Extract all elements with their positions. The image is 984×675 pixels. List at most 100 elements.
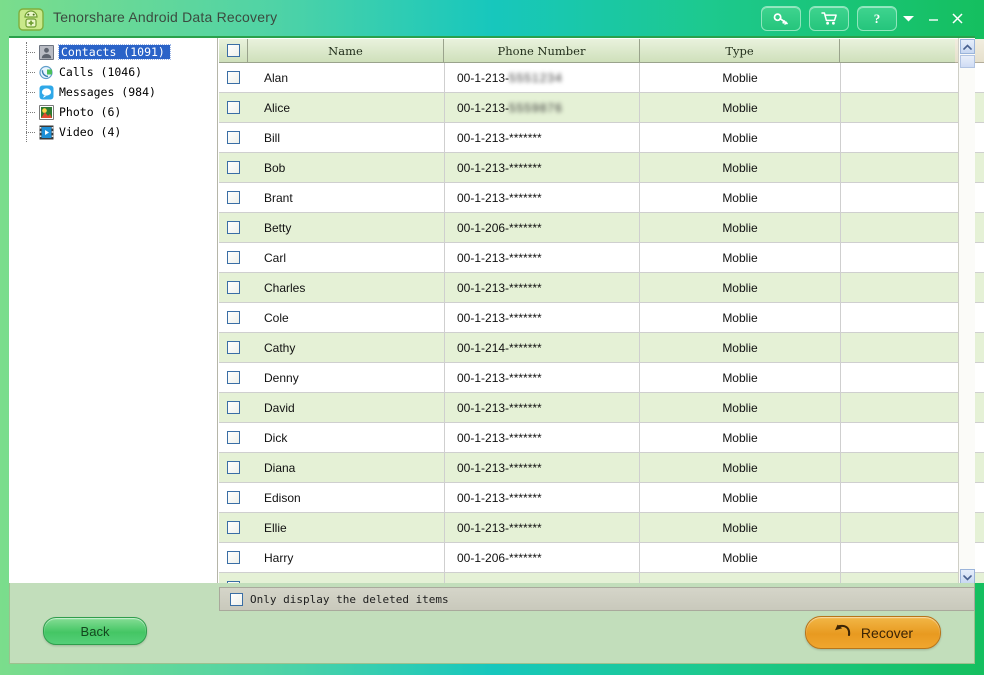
android-robot-icon (16, 4, 46, 34)
row-select-cell[interactable] (219, 513, 248, 542)
cell-type: Moblie (722, 550, 758, 565)
column-header-name[interactable]: Name (248, 39, 444, 62)
row-checkbox[interactable] (226, 191, 240, 204)
row-select-cell[interactable] (219, 483, 248, 512)
row-select-cell[interactable] (219, 63, 248, 92)
dropdown-menu-button[interactable] (898, 8, 918, 28)
row-select-cell[interactable] (219, 243, 248, 272)
back-button[interactable]: Back (43, 617, 147, 645)
select-all-header[interactable] (219, 39, 248, 62)
row-checkbox[interactable] (226, 161, 240, 174)
table-row[interactable]: Alice 00-1-213- 5559876 Moblie (219, 93, 984, 123)
cell-filler (840, 303, 984, 332)
table-row[interactable]: Diana 00-1-213-******* Moblie (219, 453, 984, 483)
row-checkbox[interactable] (226, 401, 240, 414)
sidebar-item-messages[interactable]: Messages (984) (23, 82, 217, 102)
scroll-up-button[interactable] (960, 39, 975, 54)
row-select-cell[interactable] (219, 123, 248, 152)
store-cart-button[interactable] (809, 6, 849, 31)
row-checkbox[interactable] (226, 371, 240, 384)
table-row[interactable]: Carl 00-1-213-******* Moblie (219, 243, 984, 273)
cell-type: Moblie (722, 160, 758, 175)
row-checkbox[interactable] (226, 551, 240, 564)
sidebar-item-label: Messages (984) (59, 85, 156, 99)
cell-name: Charles (264, 280, 306, 295)
table-row[interactable]: Bob 00-1-213-******* Moblie (219, 153, 984, 183)
cell-name: Betty (264, 220, 292, 235)
row-checkbox[interactable] (226, 521, 240, 534)
key-icon (773, 12, 789, 26)
recover-button-label: Recover (860, 624, 914, 641)
scrollbar-thumb[interactable] (960, 55, 975, 68)
row-checkbox[interactable] (226, 131, 240, 144)
table-row[interactable]: Hellen00-1-213-*******Moblie (219, 573, 984, 583)
table-row[interactable]: Betty 00-1-206-******* Moblie (219, 213, 984, 243)
row-select-cell[interactable] (219, 573, 248, 583)
close-button[interactable] (947, 8, 967, 28)
table-row[interactable]: Charles 00-1-213-******* Moblie (219, 273, 984, 303)
row-checkbox[interactable] (226, 311, 240, 324)
row-select-cell[interactable] (219, 153, 248, 182)
register-key-button[interactable] (761, 6, 801, 31)
table-row[interactable]: Dick 00-1-213-******* Moblie (219, 423, 984, 453)
cell-filler (840, 333, 984, 362)
sidebar-item-calls[interactable]: Calls (1046) (23, 62, 217, 82)
row-checkbox[interactable] (226, 491, 240, 504)
cell-type: Moblie (722, 130, 758, 145)
row-checkbox[interactable] (226, 281, 240, 294)
table-row[interactable]: David 00-1-213-******* Moblie (219, 393, 984, 423)
row-select-cell[interactable] (219, 213, 248, 242)
only-deleted-checkbox[interactable] (230, 592, 243, 606)
cell-filler (840, 393, 984, 422)
main-panel: Contacts (1091) Calls (1046) (9, 36, 984, 585)
cart-icon (820, 11, 838, 26)
row-checkbox[interactable] (226, 71, 240, 84)
cell-filler (840, 543, 984, 572)
cell-phone: 00-1-214-******* (444, 333, 640, 362)
row-select-cell[interactable] (219, 303, 248, 332)
vertical-scrollbar[interactable] (958, 38, 975, 585)
table-row[interactable]: Cole 00-1-213-******* Moblie (219, 303, 984, 333)
cell-name: Hellen (248, 573, 444, 584)
row-checkbox[interactable] (226, 101, 240, 114)
minimize-button[interactable] (923, 8, 943, 28)
cell-phone: 00-1-213-******* (444, 393, 640, 422)
row-select-cell[interactable] (219, 183, 248, 212)
calls-icon (39, 65, 54, 80)
row-select-cell[interactable] (219, 453, 248, 482)
row-select-cell[interactable] (219, 543, 248, 572)
scroll-down-button[interactable] (960, 569, 975, 584)
row-select-cell[interactable] (219, 273, 248, 302)
cell-phone: 00-1-206-******* (444, 213, 640, 242)
table-row[interactable]: Edison 00-1-213-******* Moblie (219, 483, 984, 513)
row-checkbox[interactable] (226, 431, 240, 444)
recover-button[interactable]: Recover (805, 616, 941, 649)
table-row[interactable]: Cathy 00-1-214-******* Moblie (219, 333, 984, 363)
row-checkbox[interactable] (226, 251, 240, 264)
sidebar-item-contacts[interactable]: Contacts (1091) (23, 42, 217, 62)
table-row[interactable]: Denny 00-1-213-******* Moblie (219, 363, 984, 393)
table-row[interactable]: Bill 00-1-213-******* Moblie (219, 123, 984, 153)
table-row[interactable]: Alan 00-1-213- 5551234 Moblie (219, 63, 984, 93)
sidebar-item-video[interactable]: Video (4) (23, 122, 217, 142)
row-checkbox[interactable] (226, 461, 240, 474)
help-button[interactable]: ? (857, 6, 897, 31)
select-all-checkbox[interactable] (226, 44, 240, 57)
row-checkbox[interactable] (226, 341, 240, 354)
row-select-cell[interactable] (219, 423, 248, 452)
row-select-cell[interactable] (219, 393, 248, 422)
row-checkbox[interactable] (226, 221, 240, 234)
column-header-type[interactable]: Type (640, 39, 840, 62)
cell-phone: 00-1-213-******* (444, 243, 640, 272)
row-select-cell[interactable] (219, 333, 248, 362)
table-body[interactable]: Alan 00-1-213- 5551234 Moblie Alice 00-1-213-… (219, 63, 984, 583)
column-header-phone[interactable]: Phone Number (444, 39, 640, 62)
row-select-cell[interactable] (219, 363, 248, 392)
row-checkbox[interactable] (226, 581, 240, 583)
table-row[interactable]: Ellie 00-1-213-******* Moblie (219, 513, 984, 543)
table-row[interactable]: Brant 00-1-213-******* Moblie (219, 183, 984, 213)
row-select-cell[interactable] (219, 93, 248, 122)
sidebar-item-photo[interactable]: Photo (6) (23, 102, 217, 122)
cell-filler (840, 123, 984, 152)
table-row[interactable]: Harry 00-1-206-******* Moblie (219, 543, 984, 573)
